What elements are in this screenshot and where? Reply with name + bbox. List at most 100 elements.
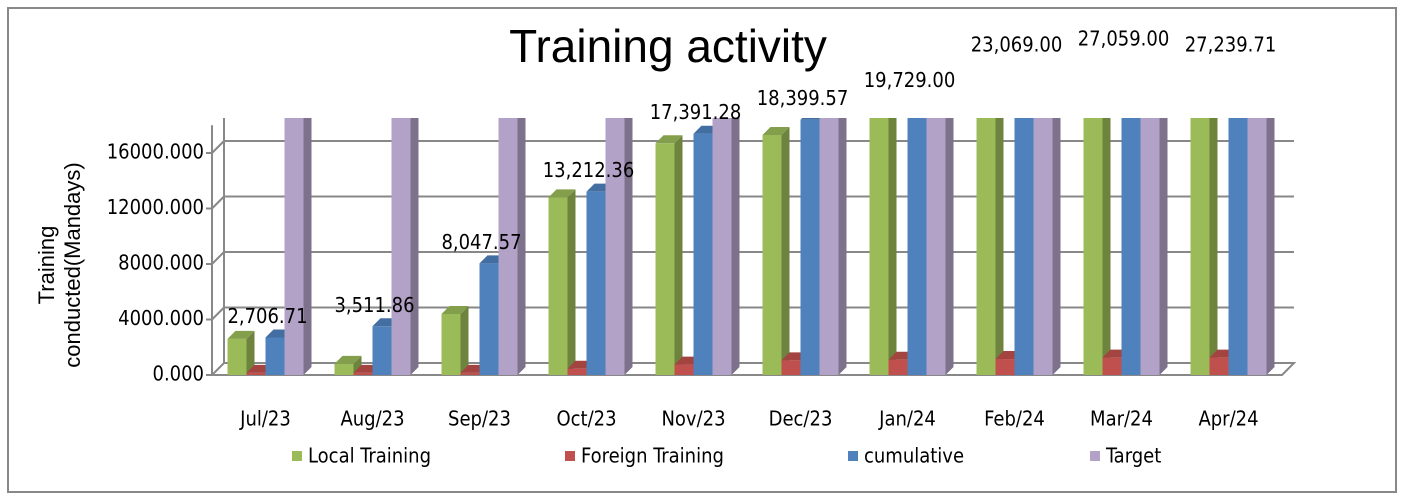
bar-front [284, 118, 304, 375]
grid-line [211, 195, 225, 210]
bar-front [926, 118, 946, 375]
bar-front [441, 313, 461, 375]
y-tick-label: 12000.000 [107, 195, 204, 219]
bar [655, 135, 683, 375]
bar-front [712, 118, 732, 375]
bar-front [762, 134, 782, 375]
bar-top [334, 355, 362, 364]
x-tick-label: Mar/24 [1090, 407, 1153, 431]
bar-side [1209, 118, 1218, 375]
bar-front [1209, 357, 1229, 375]
bar-top [800, 118, 822, 120]
bar-side [624, 118, 633, 375]
bar [391, 118, 419, 375]
x-tick-label: Jan/24 [878, 407, 936, 431]
data-label: 19,729.00 [864, 68, 956, 92]
bar [605, 118, 633, 375]
bar-front [869, 118, 889, 376]
legend-label: Foreign Training [581, 444, 724, 468]
bar [926, 118, 954, 375]
grid-line [211, 140, 225, 154]
bar-side [945, 118, 954, 375]
bar-side [353, 355, 362, 375]
data-label: 8,047.57 [441, 230, 521, 254]
bar-top [227, 330, 255, 339]
bar-front [353, 372, 373, 375]
bar-front [655, 143, 675, 375]
bar [1083, 118, 1111, 376]
bar-front [693, 133, 713, 375]
legend-label: Local Training [308, 444, 431, 468]
bar-front [1190, 118, 1210, 375]
bar-front [1140, 118, 1160, 375]
bar-front [391, 118, 411, 375]
y-axis-label: Training [34, 226, 59, 305]
bar-side [460, 305, 469, 375]
bar [334, 355, 362, 375]
bar-front [781, 360, 801, 375]
x-tick-label: Aug/23 [340, 407, 404, 431]
bar [1247, 118, 1275, 375]
x-tick-label: Oct/23 [556, 407, 616, 431]
bar [1140, 118, 1168, 375]
bar-front [1247, 118, 1267, 375]
data-label: 27,239.71 [1185, 33, 1277, 57]
bar-top [548, 189, 576, 198]
bar-side [731, 118, 740, 375]
bar-front [819, 118, 839, 375]
bar [227, 330, 255, 375]
bar [284, 118, 312, 375]
bar-side [410, 118, 419, 375]
bar-side [1102, 118, 1111, 375]
bar-front [1083, 118, 1103, 376]
bar-front [567, 368, 587, 375]
bar-top [655, 135, 683, 144]
bar-front [265, 337, 285, 375]
bar-front [674, 364, 694, 375]
bar-side [1159, 118, 1168, 375]
bar-front [1014, 118, 1034, 375]
y-axis-label: conducted(Mandays) [60, 162, 85, 367]
bar-front [888, 359, 908, 375]
bar [498, 118, 526, 375]
bar-top [762, 126, 790, 135]
bar-side [838, 118, 847, 375]
data-label: 2,706.71 [227, 304, 307, 328]
bar-front [1121, 118, 1141, 376]
bar-side [567, 189, 576, 375]
bar [869, 118, 897, 376]
bar-side [1266, 118, 1275, 375]
data-label: 27,059.00 [1078, 27, 1170, 51]
bar-front [1228, 118, 1248, 376]
bar-side [517, 118, 526, 375]
data-label: 23,069.00 [971, 33, 1063, 57]
chart-title: Training activity [509, 20, 827, 72]
x-tick-label: Nov/23 [661, 407, 725, 431]
bar [1033, 118, 1061, 375]
y-tick-label: 0.000 [153, 362, 205, 386]
legend-label: Target [1105, 444, 1161, 468]
x-tick-label: Jul/23 [239, 407, 291, 431]
bar-front [800, 119, 820, 375]
bar-front [1033, 118, 1053, 375]
data-label: 13,212.36 [543, 158, 635, 182]
legend-swatch [1090, 451, 1100, 461]
legend-label: cumulative [864, 444, 964, 468]
x-tick-label: Dec/23 [769, 407, 833, 431]
bar-side [995, 118, 1004, 375]
grid-line [211, 306, 225, 321]
y-tick-label: 8000.000 [118, 251, 204, 275]
data-label: 18,399.57 [757, 86, 849, 110]
bar-front [976, 118, 996, 375]
bar-front [479, 263, 499, 375]
y-tick-label: 4000.000 [118, 306, 204, 330]
grid-line [211, 251, 225, 265]
bar-side [888, 118, 897, 375]
bar-front [334, 363, 354, 375]
bar [548, 189, 576, 375]
bar-front [995, 359, 1015, 375]
bar [762, 126, 790, 376]
bar [712, 118, 740, 375]
bar-front [227, 338, 247, 375]
legend-swatch [565, 451, 575, 461]
